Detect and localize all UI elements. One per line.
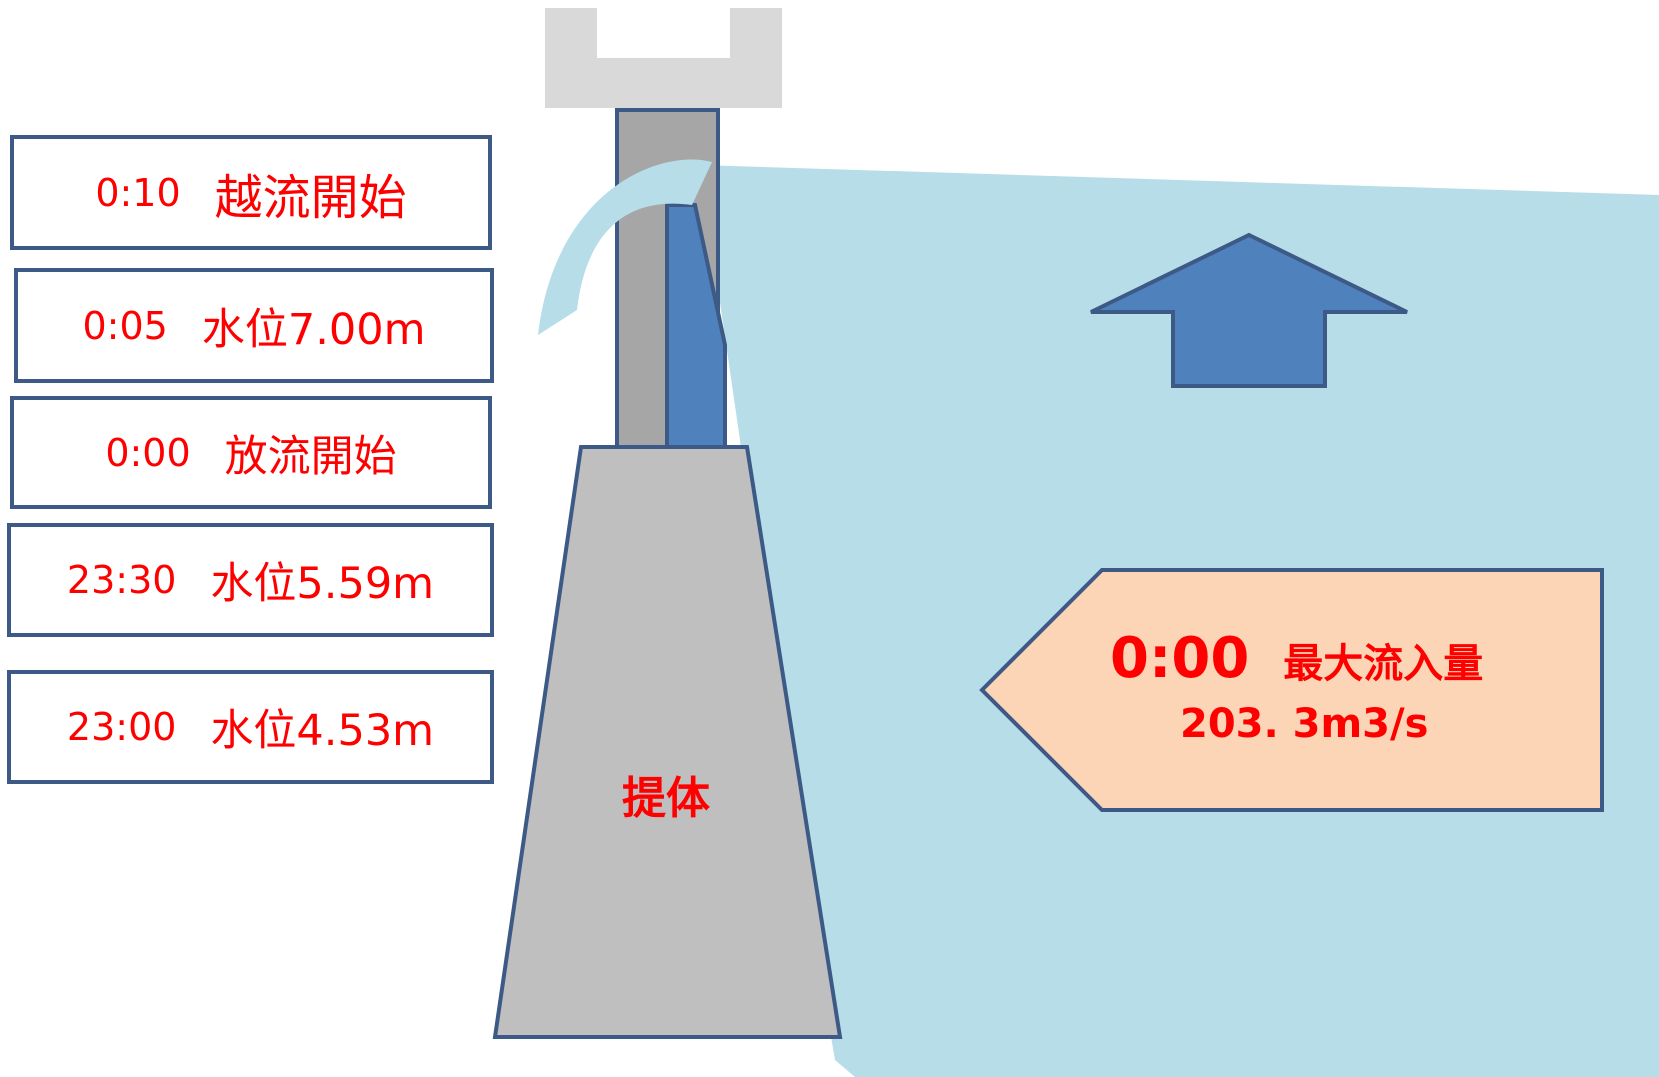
event-time: 0:10 — [95, 170, 181, 215]
dam-body — [492, 445, 843, 1039]
event-box-water-level-453: 23:00 水位4.53m — [7, 670, 494, 784]
event-time: 0:00 — [105, 430, 191, 475]
event-time: 0:05 — [82, 303, 168, 348]
spillway-gate — [665, 203, 727, 449]
overflow-water — [538, 159, 712, 335]
inflow-heading: 0:00 最大流入量 — [1110, 626, 1590, 691]
water-level-rising-arrow — [1090, 232, 1408, 388]
event-box-discharge-start: 0:00 放流開始 — [10, 396, 492, 509]
event-label: 水位5.59m — [210, 559, 435, 609]
dam-body-label: 提体 — [622, 773, 710, 824]
event-time: 23:30 — [66, 558, 177, 602]
inflow-callout — [979, 568, 1604, 812]
inflow-value: 203. 3m3/s — [1180, 701, 1429, 747]
event-label: 放流開始 — [224, 431, 397, 482]
inflow-callout-text: 0:00 最大流入量 203. 3m3/s — [1110, 626, 1590, 747]
event-box-overflow-start: 0:10 越流開始 — [10, 135, 492, 250]
event-box-water-level-700: 0:05 水位7.00m — [14, 268, 494, 383]
event-time: 23:00 — [66, 705, 177, 749]
bridge-deck — [545, 8, 782, 108]
inflow-time: 0:00 — [1110, 626, 1250, 691]
inflow-label: 最大流入量 — [1283, 641, 1484, 687]
event-label: 水位7.00m — [201, 304, 426, 355]
event-label: 水位4.53m — [210, 706, 435, 756]
event-box-water-level-559: 23:30 水位5.59m — [7, 523, 494, 637]
event-label: 越流開始 — [214, 169, 407, 226]
